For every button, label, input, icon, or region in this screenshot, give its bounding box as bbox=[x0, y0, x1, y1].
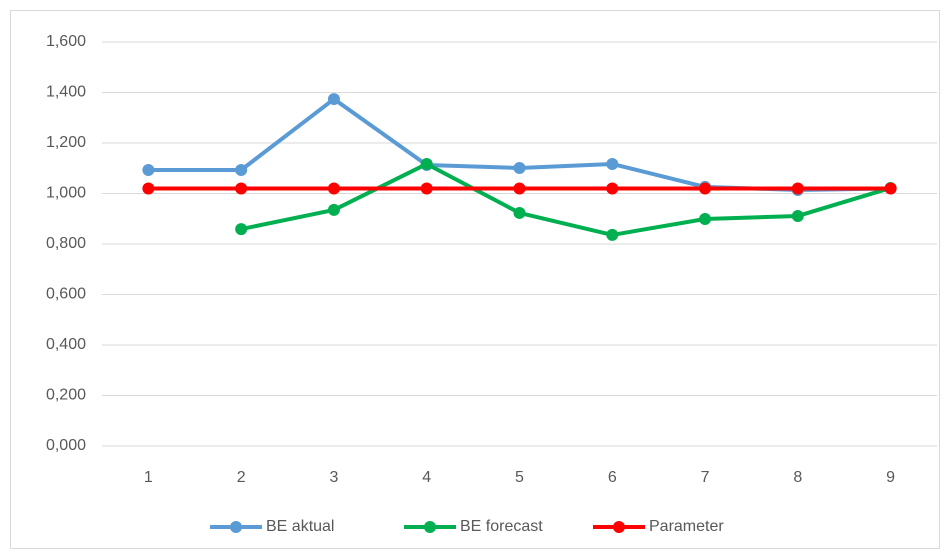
data-point bbox=[420, 157, 433, 170]
x-tick-label: 1 bbox=[144, 469, 153, 486]
y-tick-label: 1,000 bbox=[46, 185, 86, 202]
data-point bbox=[791, 209, 804, 222]
legend-marker bbox=[424, 521, 436, 533]
data-point bbox=[513, 206, 526, 219]
data-point bbox=[606, 228, 619, 241]
data-point bbox=[699, 182, 712, 195]
y-tick-label: 1,200 bbox=[46, 134, 86, 151]
chart-border bbox=[10, 10, 940, 549]
data-point bbox=[699, 213, 712, 226]
y-tick-label: 0,000 bbox=[46, 437, 86, 454]
x-tick-label: 2 bbox=[237, 469, 246, 486]
legend-label: BE forecast bbox=[460, 518, 543, 535]
series-line bbox=[240, 161, 892, 237]
legend-label: BE aktual bbox=[266, 518, 334, 535]
x-tick-label: 8 bbox=[793, 469, 802, 486]
data-point bbox=[327, 93, 340, 106]
legend-marker bbox=[613, 521, 625, 533]
y-tick-label: 0,400 bbox=[46, 336, 86, 353]
data-point bbox=[791, 182, 804, 195]
y-tick-label: 0,200 bbox=[46, 387, 86, 404]
data-point bbox=[420, 182, 433, 195]
x-tick-label: 3 bbox=[329, 469, 338, 486]
data-point bbox=[606, 157, 619, 170]
data-point bbox=[235, 223, 248, 236]
x-tick-label: 5 bbox=[515, 469, 524, 486]
data-point bbox=[884, 182, 897, 195]
data-point bbox=[513, 182, 526, 195]
x-tick-label: 4 bbox=[422, 469, 431, 486]
data-point bbox=[606, 182, 619, 195]
x-tick-label: 7 bbox=[701, 469, 710, 486]
data-point bbox=[142, 164, 155, 177]
y-tick-label: 1,600 bbox=[46, 33, 86, 50]
data-point bbox=[142, 182, 155, 195]
legend-marker bbox=[230, 521, 242, 533]
data-point bbox=[235, 182, 248, 195]
data-point bbox=[327, 203, 340, 216]
y-tick-label: 1,400 bbox=[46, 84, 86, 101]
data-point bbox=[327, 182, 340, 195]
x-tick-label: 6 bbox=[608, 469, 617, 486]
data-point bbox=[513, 161, 526, 174]
data-point bbox=[235, 164, 248, 177]
y-tick-label: 0,600 bbox=[46, 286, 86, 303]
x-tick-label: 9 bbox=[886, 469, 895, 486]
y-tick-label: 0,800 bbox=[46, 235, 86, 252]
legend-label: Parameter bbox=[649, 518, 724, 535]
